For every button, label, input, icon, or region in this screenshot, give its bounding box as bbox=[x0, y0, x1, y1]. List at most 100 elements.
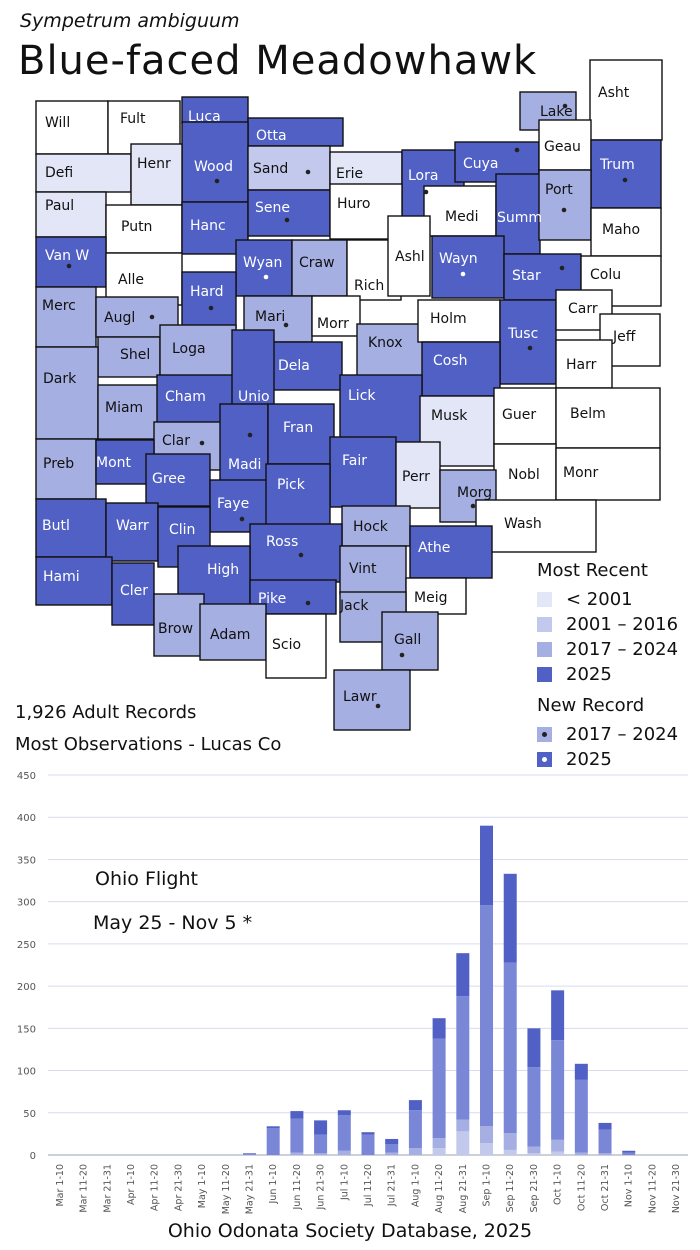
county-label: Van W bbox=[45, 248, 89, 264]
x-tick-label: Sep 21-30 bbox=[529, 1164, 540, 1213]
county-label: Merc bbox=[42, 298, 76, 314]
new-record-dot bbox=[527, 345, 533, 351]
new-record-dot bbox=[460, 271, 466, 277]
bar-segment bbox=[337, 1150, 351, 1155]
county-label: Holm bbox=[430, 311, 467, 327]
x-tick-label: May 21-31 bbox=[244, 1164, 255, 1214]
county-harr bbox=[555, 339, 613, 389]
bar-segment bbox=[432, 1038, 446, 1139]
county-fair bbox=[329, 436, 397, 508]
most-observations: Most Observations - Lucas Co bbox=[15, 734, 282, 755]
county-label: Colu bbox=[590, 267, 621, 283]
legend-item-2001-2016: 2001 – 2016 bbox=[537, 612, 678, 637]
county-label: Alle bbox=[118, 272, 144, 288]
county-knox bbox=[356, 323, 424, 381]
bar-segment bbox=[385, 1138, 399, 1145]
bar-segment bbox=[361, 1134, 375, 1155]
legend-label: 2017 – 2024 bbox=[566, 639, 679, 660]
swatch-pre2001 bbox=[537, 592, 552, 607]
county-morr bbox=[311, 295, 361, 337]
y-tick-label: 200 bbox=[17, 982, 36, 993]
county-athe bbox=[409, 525, 493, 579]
new-record-dot bbox=[199, 440, 205, 446]
county-label: Pick bbox=[277, 477, 306, 493]
county-wayn bbox=[431, 235, 505, 299]
bar-segment bbox=[337, 1110, 351, 1116]
county-label: Tusc bbox=[507, 326, 538, 342]
county-label: Port bbox=[545, 182, 573, 198]
county-adam bbox=[199, 603, 267, 661]
bar-segment bbox=[290, 1152, 304, 1155]
county-label: Shel bbox=[120, 347, 150, 363]
flight-range: May 25 - Nov 5 * bbox=[93, 912, 253, 934]
x-tick-label: Aug 1-10 bbox=[410, 1164, 421, 1207]
legend-new-2017-2024: 2017 – 2024 bbox=[537, 722, 678, 747]
county-label: Faye bbox=[217, 496, 249, 512]
county-label: Adam bbox=[210, 627, 250, 643]
county-label: Luca bbox=[188, 109, 221, 125]
county-label: Scio bbox=[272, 637, 301, 653]
bar-segment bbox=[527, 1153, 541, 1155]
county-label: Belm bbox=[570, 406, 606, 422]
flight-title: Ohio Flight bbox=[95, 868, 198, 890]
county-label: Butl bbox=[42, 518, 70, 534]
x-tick-label: Aug 21-31 bbox=[458, 1164, 469, 1213]
county-label: Rich bbox=[354, 278, 384, 294]
county-will bbox=[35, 100, 109, 155]
county-label: Lawr bbox=[343, 689, 377, 705]
y-tick-label: 300 bbox=[17, 898, 36, 909]
x-tick-label: Mar 21-31 bbox=[102, 1164, 113, 1213]
county-label: Loga bbox=[172, 341, 206, 357]
county-label: Clar bbox=[162, 433, 190, 449]
county-merc bbox=[35, 286, 97, 348]
legend-label: 2025 bbox=[566, 749, 612, 770]
bar-segment bbox=[361, 1132, 375, 1135]
county-henr bbox=[130, 143, 183, 206]
new-record-dot bbox=[562, 103, 568, 109]
county-label: Jeff bbox=[612, 329, 636, 345]
y-tick-label: 450 bbox=[17, 771, 36, 782]
x-tick-label: May 1-10 bbox=[197, 1164, 208, 1208]
county-label: Fult bbox=[120, 111, 146, 127]
legend-item-pre2001: < 2001 bbox=[537, 587, 678, 612]
bar-segment bbox=[456, 1119, 470, 1132]
bar-segment bbox=[456, 1131, 470, 1155]
new-record-dot bbox=[423, 189, 429, 195]
county-label: Morr bbox=[317, 316, 349, 332]
legend-item-2017-2024: 2017 – 2024 bbox=[537, 637, 678, 662]
legend-title-new: New Record bbox=[537, 695, 645, 716]
bar-segment bbox=[551, 1151, 565, 1155]
county-label: Craw bbox=[299, 255, 335, 271]
county-label: Cuya bbox=[463, 156, 499, 172]
county-lick bbox=[339, 374, 423, 444]
county-asht bbox=[589, 59, 663, 141]
county-label: Preb bbox=[43, 456, 74, 472]
bar-segment bbox=[551, 990, 565, 1041]
county-monr bbox=[555, 447, 661, 501]
county-brow bbox=[153, 593, 205, 657]
bar-segment bbox=[408, 1110, 422, 1149]
county-mont bbox=[95, 439, 155, 485]
new-record-dot bbox=[559, 265, 565, 271]
bar-segment bbox=[574, 1079, 588, 1153]
bar-segment bbox=[598, 1153, 612, 1155]
new-record-dot bbox=[239, 516, 245, 522]
county-hock bbox=[341, 505, 411, 547]
new-record-dot bbox=[263, 274, 269, 280]
swatch-2001-2016 bbox=[537, 617, 552, 632]
bar-segment bbox=[432, 1138, 446, 1149]
county-sene bbox=[247, 189, 331, 237]
county-label: Ross bbox=[266, 534, 298, 550]
x-tick-label: Sep 1-10 bbox=[482, 1164, 493, 1207]
new-record-dot bbox=[305, 169, 311, 175]
county-label: Erie bbox=[336, 166, 363, 182]
new-record-dot bbox=[375, 703, 381, 709]
new-record-dot bbox=[514, 147, 520, 153]
county-pike bbox=[249, 579, 337, 615]
county-label: Sand bbox=[253, 161, 288, 177]
county-lawr bbox=[333, 669, 411, 731]
swatch-new-2025 bbox=[537, 752, 552, 767]
county-label: Dela bbox=[278, 358, 310, 374]
x-tick-label: Oct 1-10 bbox=[553, 1164, 564, 1205]
bar-segment bbox=[266, 1127, 280, 1155]
